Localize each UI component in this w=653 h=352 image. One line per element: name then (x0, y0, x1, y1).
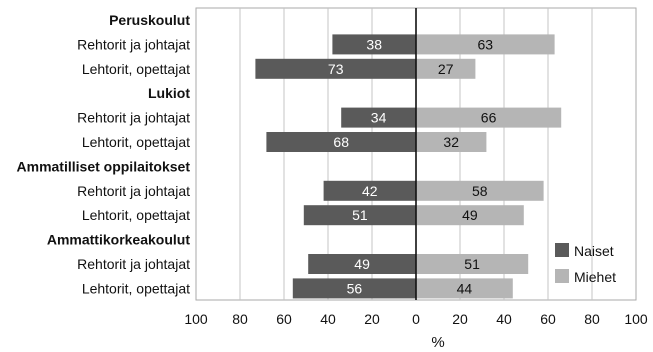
value-label-naiset: 42 (362, 183, 378, 199)
legend-swatch (555, 269, 569, 283)
value-label-miehet: 63 (478, 36, 494, 52)
group-label: Ammatilliset oppilaitokset (17, 158, 191, 174)
bar-naiset (292, 278, 416, 299)
bar-naiset (332, 34, 416, 55)
bar-miehet (416, 132, 487, 152)
x-tick-label: 100 (184, 311, 208, 327)
x-tick-label: 0 (412, 311, 420, 327)
value-label-naiset: 73 (328, 61, 344, 77)
value-label-miehet: 27 (438, 61, 454, 77)
bar-miehet (416, 180, 544, 201)
value-label-miehet: 66 (481, 110, 497, 126)
x-tick-label: 100 (624, 311, 648, 327)
x-tick-label: 40 (320, 311, 336, 327)
x-tick-label: 60 (276, 311, 292, 327)
value-label-miehet: 51 (464, 256, 480, 272)
bar-miehet (416, 58, 476, 79)
category-labels: Peruskoulut Rehtorit ja johtajat Lehtorit,… (17, 12, 191, 296)
value-label-miehet: 58 (472, 183, 488, 199)
bar-miehet (416, 107, 562, 128)
axis-ticks: 100 80 60 40 20 0 20 40 60 80 100 (184, 311, 648, 327)
row-label: Rehtorit ja johtajat (77, 36, 190, 52)
row-label: Rehtorit ja johtajat (77, 256, 190, 272)
value-label-naiset: 51 (352, 207, 368, 223)
bar-naiset (303, 205, 416, 226)
group-label: Ammattikorkeakoulut (47, 232, 190, 248)
bars: 38 63 73 27 34 66 68 32 42 58 51 49 49 51 56 44 (255, 8, 562, 300)
x-tick-label: 60 (540, 311, 556, 327)
x-axis-title: % (431, 334, 444, 351)
group-label: Peruskoulut (109, 12, 190, 28)
row-label: Lehtorit, opettajat (82, 61, 190, 77)
bar-naiset (266, 132, 416, 152)
legend-swatch (555, 243, 569, 257)
x-tick-label: 80 (232, 311, 248, 327)
x-tick-label: 20 (452, 311, 468, 327)
bar-miehet (416, 34, 555, 55)
bar-naiset (323, 180, 416, 201)
value-label-naiset: 34 (371, 110, 387, 126)
value-label-naiset: 49 (354, 256, 370, 272)
x-tick-label: 20 (364, 311, 380, 327)
bar-miehet (416, 205, 524, 226)
row-label: Rehtorit ja johtajat (77, 110, 190, 126)
x-tick-label: 40 (496, 311, 512, 327)
row-label: Lehtorit, opettajat (82, 280, 190, 296)
value-label-miehet: 49 (462, 207, 478, 223)
row-label: Rehtorit ja johtajat (77, 183, 190, 199)
row-label: Lehtorit, opettajat (82, 207, 190, 223)
row-label: Lehtorit, opettajat (82, 134, 190, 150)
bar-naiset (308, 254, 416, 274)
x-tick-label: 80 (584, 311, 600, 327)
value-label-naiset: 38 (366, 36, 382, 52)
bar-naiset (341, 107, 416, 128)
bar-miehet (416, 254, 529, 274)
bar-naiset (255, 58, 416, 79)
bar-miehet (416, 278, 513, 299)
value-label-miehet: 44 (457, 280, 473, 296)
value-label-naiset: 68 (333, 134, 349, 150)
value-label-naiset: 56 (347, 280, 363, 296)
legend: Naiset Miehet (555, 243, 616, 285)
group-label: Lukiot (148, 85, 190, 101)
value-label-miehet: 32 (443, 134, 459, 150)
legend-label: Naiset (574, 243, 614, 259)
legend-label: Miehet (574, 269, 616, 285)
